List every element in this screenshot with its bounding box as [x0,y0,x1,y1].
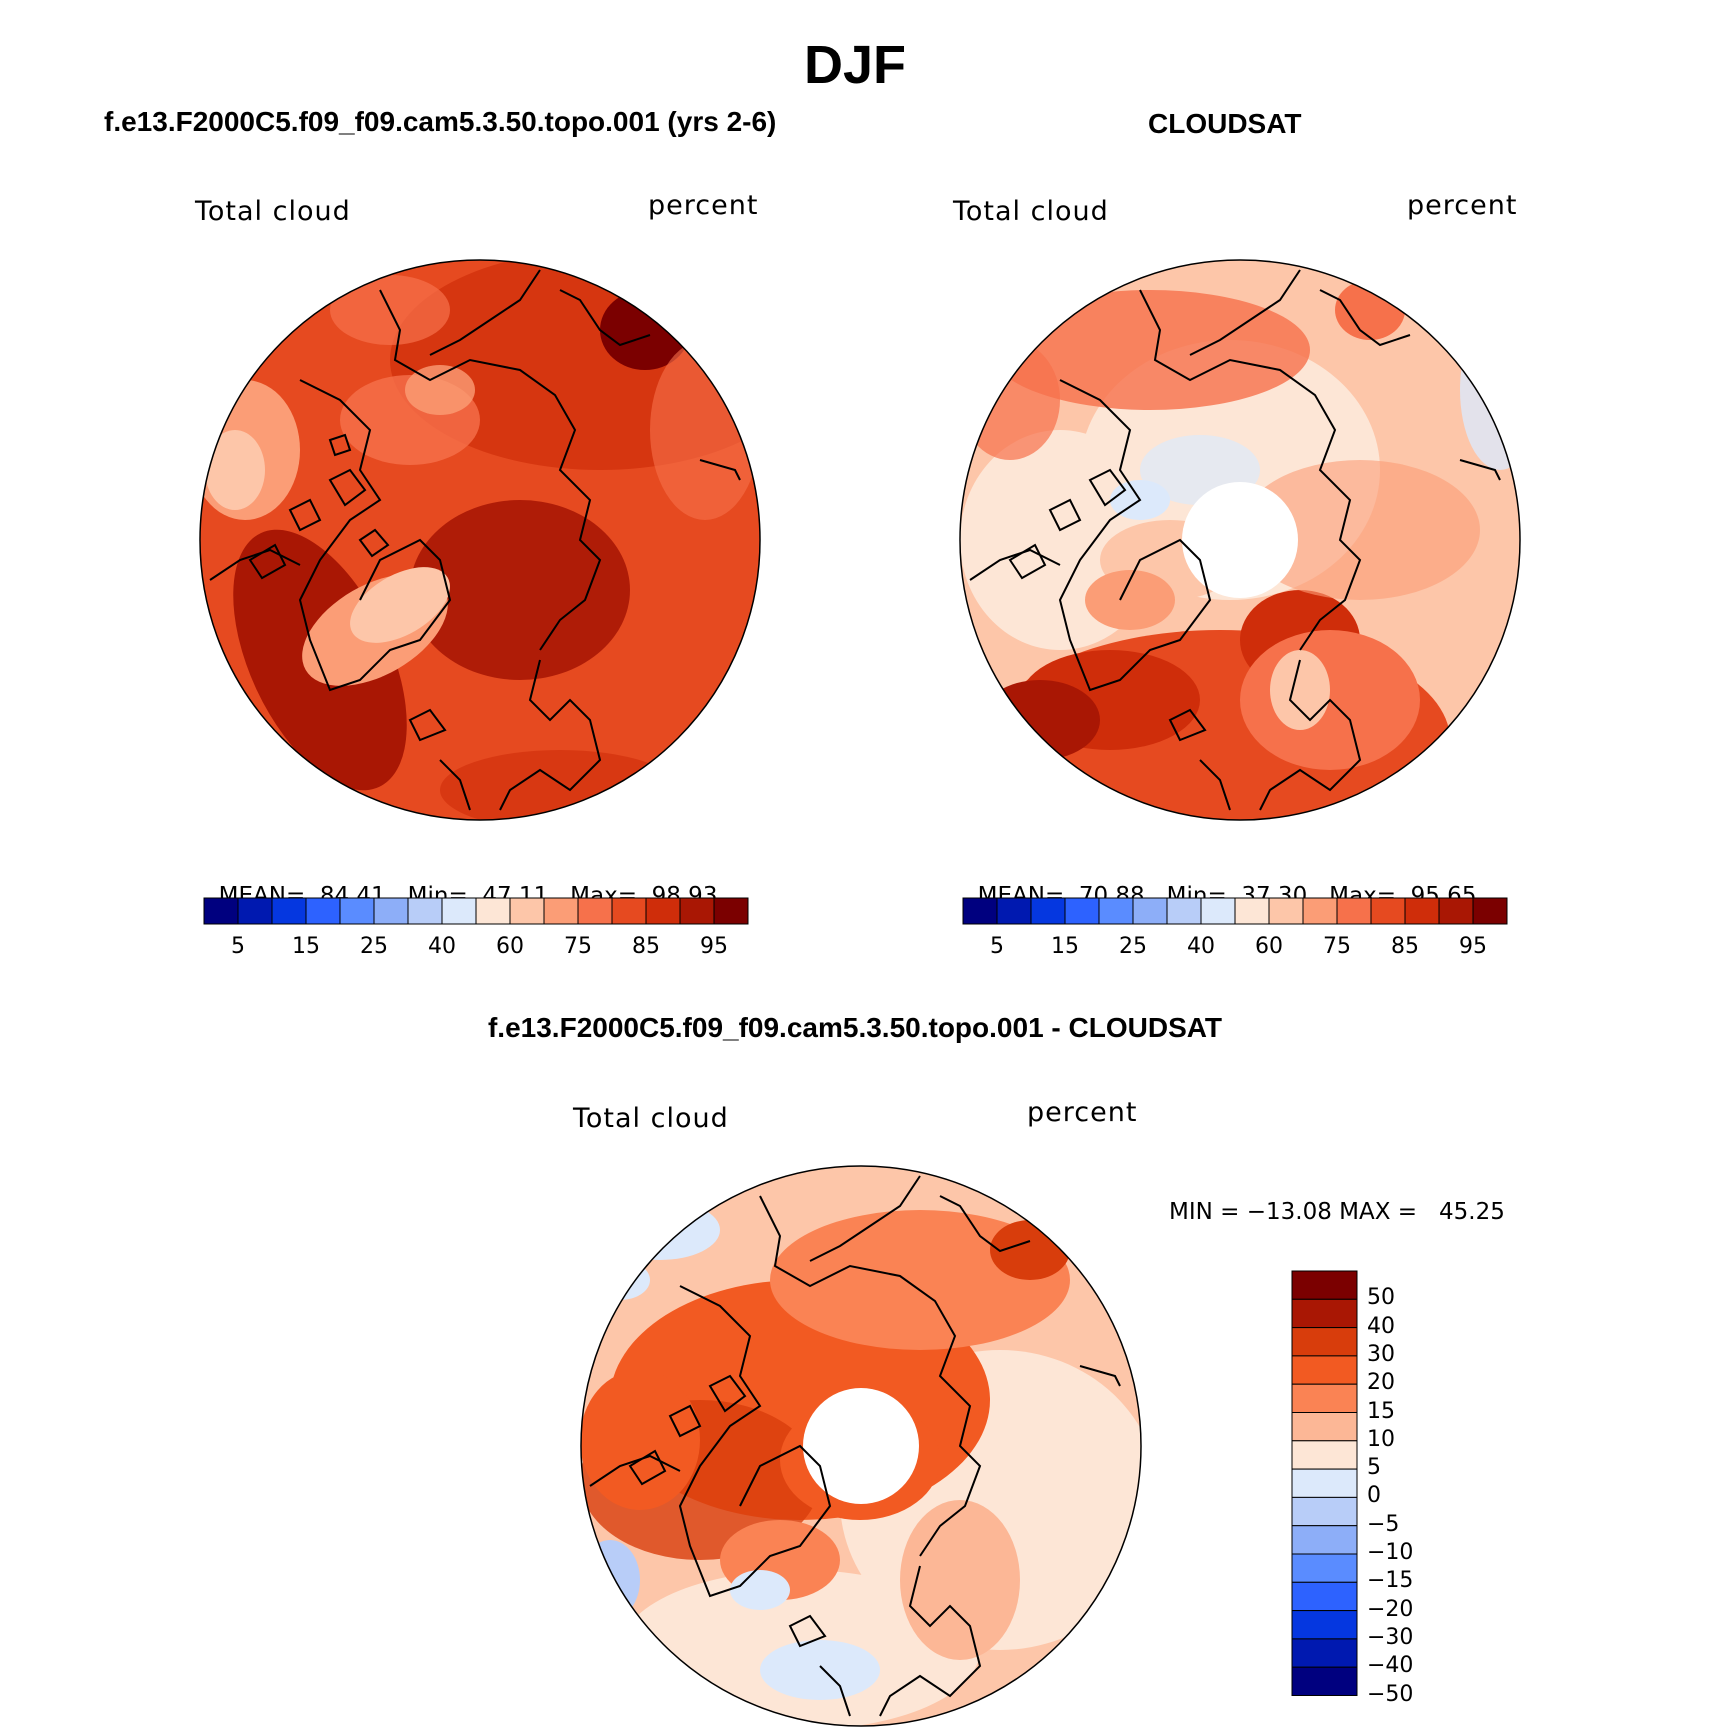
diff-colorbar-box [1291,1327,1358,1357]
obs-colorbar-box [1132,897,1168,925]
diff-colorbar-tick: 30 [1367,1341,1395,1367]
model-colorbar-tick: 5 [231,934,245,959]
diff-colorbar-box [1291,1355,1358,1385]
model-colorbar-box [475,897,511,925]
diff-colorbar-box [1291,1638,1358,1668]
diff-colorbar-box [1291,1298,1358,1329]
diff-colorbar-box [1291,1525,1358,1555]
diff-variable-label: Total cloud [573,1103,729,1134]
obs-colorbar-box [996,897,1032,925]
model-colorbar-box [611,897,647,925]
model-colorbar-box [407,897,443,925]
diff-colorbar-tick: −15 [1367,1568,1414,1594]
diff-polar-map [580,1165,1142,1727]
figure-title: DJF [803,35,906,95]
diff-colorbar-tick: −30 [1367,1624,1414,1650]
model-colorbar-box [577,897,613,925]
diff-colorbar-tick: 5 [1367,1455,1381,1481]
model-variable-label: Total cloud [195,196,351,227]
model-colorbar-tick: 40 [428,934,456,959]
model-colorbar-box [509,897,545,925]
model-colorbar-box [543,897,579,925]
model-colorbar-tick: 25 [360,934,388,959]
model-colorbar-tick: 95 [700,934,728,959]
model-colorbar-box [305,897,341,925]
obs-colorbar-box [1064,897,1100,925]
obs-colorbar-tick: 25 [1119,934,1147,959]
diff-colorbar-box [1291,1383,1358,1413]
obs-variable-label: Total cloud [953,196,1109,227]
obs-colorbar-tick: 75 [1323,934,1351,959]
obs-colorbar-box [1234,897,1270,925]
obs-colorbar-box [1268,897,1304,925]
model-panel-heading: f.e13.F2000C5.f09_f09.cam5.3.50.topo.001… [104,106,777,137]
diff-colorbar-tick: 10 [1367,1426,1395,1452]
obs-colorbar [962,897,1508,925]
model-colorbar-box [645,897,681,925]
diff-colorbar-tick: −50 [1367,1681,1414,1707]
model-colorbar-box [203,897,239,925]
obs-colorbar-tick: 40 [1187,934,1215,959]
model-colorbar-box [441,897,477,925]
model-colorbar-box [271,897,307,925]
diff-colorbar-box [1291,1666,1358,1696]
diff-colorbar-tick: 15 [1367,1398,1395,1424]
diff-colorbar-box [1291,1468,1358,1498]
diff-panel-heading: f.e13.F2000C5.f09_f09.cam5.3.50.topo.001… [487,1012,1222,1043]
diff-colorbar-tick: −10 [1367,1540,1414,1565]
diff-colorbar [1291,1270,1358,1696]
diff-colorbar-tick: 50 [1367,1285,1395,1311]
obs-colorbar-tick: 60 [1255,934,1283,959]
diff-colorbar-tick: 0 [1367,1483,1381,1509]
model-polar-map [199,259,761,821]
diff-units-label: percent [1027,1097,1138,1128]
diff-colorbar-tick: −5 [1367,1511,1400,1537]
obs-colorbar-box [962,897,998,925]
diff-colorbar-tick: 40 [1367,1313,1395,1339]
model-colorbar-box [339,897,375,925]
diff-colorbar-tick: −20 [1367,1596,1414,1622]
diff-colorbar-box [1291,1496,1358,1527]
diff-colorbar-tick: 20 [1367,1370,1395,1396]
diff-colorbar-box [1291,1581,1358,1612]
obs-colorbar-tick: 95 [1459,934,1487,959]
obs-colorbar-box [1370,897,1406,925]
diff-colorbar-box [1291,1440,1358,1470]
obs-colorbar-tick: 15 [1051,934,1079,959]
obs-colorbar-box [1200,897,1236,925]
obs-colorbar-box [1030,897,1066,925]
obs-colorbar-box [1404,897,1440,925]
diff-colorbar-box [1291,1412,1358,1442]
model-colorbar-box [237,897,273,925]
obs-units-label: percent [1407,190,1518,221]
obs-colorbar-tick: 85 [1391,934,1419,959]
model-colorbar-tick: 75 [564,934,592,959]
model-colorbar-box [679,897,715,925]
model-units-label: percent [648,190,759,221]
diff-stats: MIN = −13.08 MAX = 45.25 [1169,1199,1505,1225]
model-colorbar-box [373,897,409,925]
diff-colorbar-box [1291,1610,1358,1640]
diff-colorbar-tick: −40 [1367,1653,1414,1679]
model-colorbar [203,897,749,925]
obs-colorbar-box [1472,897,1508,925]
obs-colorbar-box [1098,897,1134,925]
diff-colorbar-box [1291,1553,1358,1583]
diff-colorbar-box [1291,1270,1358,1300]
model-colorbar-tick: 60 [496,934,524,959]
obs-colorbar-box [1166,897,1202,925]
obs-colorbar-box [1336,897,1372,925]
model-colorbar-box [713,897,749,925]
obs-colorbar-tick: 5 [990,934,1004,959]
model-colorbar-tick: 15 [292,934,320,959]
obs-colorbar-box [1438,897,1474,925]
obs-panel-heading: CLOUDSAT [1148,108,1302,139]
model-colorbar-tick: 85 [632,934,660,959]
obs-colorbar-box [1302,897,1338,925]
obs-polar-map [959,259,1521,821]
